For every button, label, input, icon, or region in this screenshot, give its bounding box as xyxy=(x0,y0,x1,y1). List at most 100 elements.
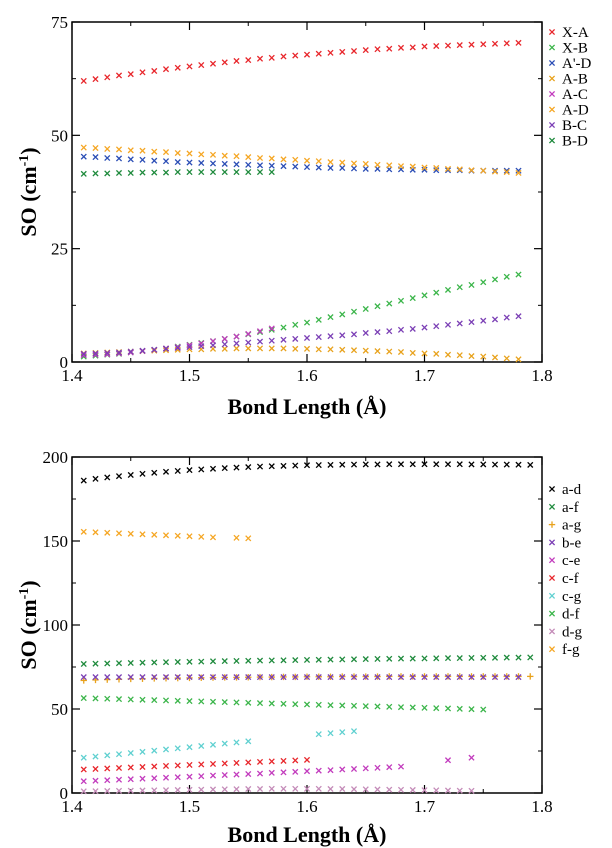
data-point xyxy=(234,760,239,765)
data-point xyxy=(81,171,86,176)
legend-label: b-e xyxy=(562,535,581,551)
data-point xyxy=(234,341,239,346)
data-point xyxy=(481,318,486,323)
data-point xyxy=(410,295,415,300)
data-point xyxy=(351,729,356,734)
legend-entry-B-D: B-D xyxy=(549,134,588,150)
data-point xyxy=(105,766,110,771)
data-point xyxy=(234,58,239,63)
legend-marker xyxy=(549,647,554,652)
data-point xyxy=(269,338,274,343)
data-point xyxy=(246,169,251,174)
data-point xyxy=(128,660,133,665)
data-point xyxy=(175,746,180,751)
data-point xyxy=(187,468,192,473)
legend-marker xyxy=(549,629,554,634)
data-point xyxy=(492,655,497,660)
legend-label: c-g xyxy=(562,589,582,605)
data-point xyxy=(175,169,180,174)
y-tick-label: 150 xyxy=(43,532,69,551)
series-a-f xyxy=(81,655,533,667)
y-tick-label: 25 xyxy=(51,240,68,259)
data-point xyxy=(140,170,145,175)
data-point xyxy=(422,44,427,49)
data-point xyxy=(222,772,227,777)
series-f-g xyxy=(81,529,251,541)
data-point xyxy=(140,697,145,702)
data-point xyxy=(293,164,298,169)
data-point xyxy=(281,658,286,663)
data-point xyxy=(328,347,333,352)
data-point xyxy=(222,342,227,347)
data-point xyxy=(163,159,168,164)
legend-label: f-g xyxy=(562,642,580,658)
legend-entry-c-g: c-g xyxy=(549,589,581,605)
y-tick-label: 50 xyxy=(51,126,68,145)
chart-panel-2: 1.41.51.61.71.8050100150200Bond Length (… xyxy=(16,448,582,847)
data-point xyxy=(163,170,168,175)
data-point xyxy=(434,43,439,48)
x-tick-label: 1.8 xyxy=(531,797,552,816)
data-point xyxy=(340,703,345,708)
data-point xyxy=(316,159,321,164)
data-point xyxy=(210,699,215,704)
data-point xyxy=(257,346,262,351)
data-point xyxy=(93,696,98,701)
data-point xyxy=(328,786,333,791)
data-point xyxy=(504,315,509,320)
data-point xyxy=(351,309,356,314)
y-tick-label: 75 xyxy=(51,13,68,32)
data-point xyxy=(128,170,133,175)
x-tick-label: 1.6 xyxy=(296,366,317,385)
data-point xyxy=(340,160,345,165)
data-point xyxy=(93,171,98,176)
data-point xyxy=(246,760,251,765)
data-point xyxy=(293,322,298,327)
data-point xyxy=(269,55,274,60)
data-point xyxy=(293,769,298,774)
data-point xyxy=(246,340,251,345)
data-point xyxy=(422,705,427,710)
legend-entry-A-D: A-D xyxy=(549,103,588,119)
data-point xyxy=(140,70,145,75)
data-point xyxy=(199,160,204,165)
data-point xyxy=(93,154,98,159)
data-point xyxy=(210,61,215,66)
data-point xyxy=(387,462,392,467)
data-point xyxy=(116,170,121,175)
data-point xyxy=(457,43,462,48)
data-point xyxy=(398,45,403,50)
data-point xyxy=(340,312,345,317)
data-point xyxy=(257,169,262,174)
data-point xyxy=(187,169,192,174)
data-point xyxy=(434,351,439,356)
data-point xyxy=(81,78,86,83)
data-point xyxy=(387,329,392,334)
data-point xyxy=(469,707,474,712)
data-point xyxy=(152,470,157,475)
data-point xyxy=(246,346,251,351)
series-a-g xyxy=(81,673,534,683)
data-point xyxy=(234,465,239,470)
data-point xyxy=(93,778,98,783)
data-point xyxy=(163,533,168,538)
data-point xyxy=(140,148,145,153)
data-point xyxy=(293,157,298,162)
data-point xyxy=(187,745,192,750)
series-X-A xyxy=(81,40,521,83)
data-point xyxy=(328,165,333,170)
data-point xyxy=(351,657,356,662)
data-point xyxy=(163,469,168,474)
data-point xyxy=(469,354,474,359)
data-point xyxy=(175,775,180,780)
data-point xyxy=(210,773,215,778)
data-point xyxy=(316,51,321,56)
data-point xyxy=(281,786,286,791)
data-point xyxy=(293,702,298,707)
data-point xyxy=(222,761,227,766)
x-axis-title: Bond Length (Å) xyxy=(228,394,387,419)
data-point xyxy=(340,657,345,662)
legend-marker xyxy=(549,45,554,50)
legend-marker xyxy=(549,60,554,65)
legend-entry-c-e: c-e xyxy=(549,553,580,569)
